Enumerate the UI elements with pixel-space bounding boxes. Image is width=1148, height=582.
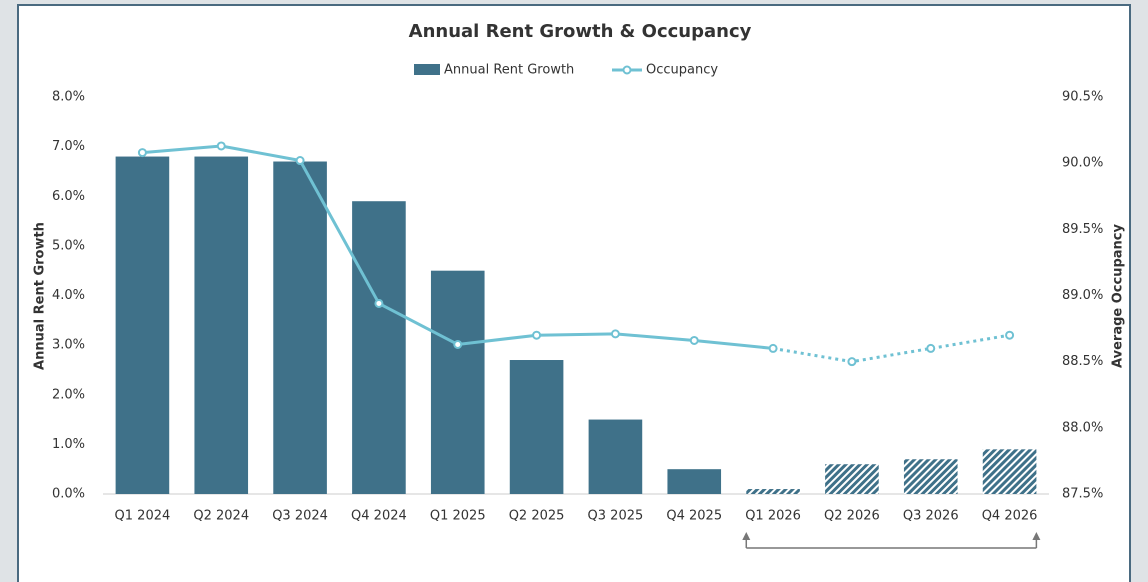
y2-tick-label: 88.0% xyxy=(1062,420,1103,435)
y2-tick-label: 89.5% xyxy=(1062,222,1103,237)
bar xyxy=(667,469,722,494)
marker xyxy=(926,343,936,353)
marker xyxy=(847,357,857,367)
bar xyxy=(194,156,249,495)
marker xyxy=(689,335,699,345)
y2-axis-title: Average Occupancy xyxy=(1111,223,1126,367)
bar xyxy=(746,489,800,494)
x-tick-label: Q2 2024 xyxy=(193,509,249,524)
x-tick-label: Q1 2025 xyxy=(430,509,486,524)
bar xyxy=(982,449,1037,494)
x-tick-label: Q4 2026 xyxy=(982,509,1038,524)
y2-tick-label: 89.0% xyxy=(1062,288,1103,303)
bar xyxy=(588,419,643,494)
y2-tick-label: 87.5% xyxy=(1062,487,1103,502)
chart-title: Annual Rent Growth & Occupancy xyxy=(409,21,752,42)
bar xyxy=(115,156,170,495)
marker xyxy=(768,343,778,353)
marker xyxy=(532,330,542,340)
legend-swatch xyxy=(414,64,440,75)
bar xyxy=(903,459,958,494)
marker xyxy=(374,298,384,308)
x-tick-label: Q2 2025 xyxy=(509,509,565,524)
legend-marker xyxy=(622,65,632,75)
bar xyxy=(825,464,879,494)
y-tick-label: 4.0% xyxy=(52,288,85,303)
y-tick-label: 8.0% xyxy=(52,90,85,105)
y-tick-label: 0.0% xyxy=(52,487,85,502)
bar xyxy=(509,360,564,494)
y-tick-label: 6.0% xyxy=(52,189,85,204)
y-tick-label: 2.0% xyxy=(52,387,85,402)
x-tick-label: Q3 2025 xyxy=(588,509,644,524)
marker xyxy=(610,329,620,339)
y-tick-label: 7.0% xyxy=(52,139,85,154)
x-tick-label: Q3 2024 xyxy=(272,509,328,524)
marker xyxy=(1005,330,1015,340)
y2-tick-label: 90.5% xyxy=(1062,90,1103,105)
marker xyxy=(453,339,463,349)
y-tick-label: 5.0% xyxy=(52,238,85,253)
x-tick-label: Q2 2026 xyxy=(824,509,880,524)
y-tick-label: 1.0% xyxy=(52,437,85,452)
bar xyxy=(273,161,327,494)
y2-tick-label: 88.5% xyxy=(1062,354,1103,369)
panel xyxy=(17,4,1131,582)
x-tick-label: Q1 2026 xyxy=(745,509,801,524)
y-tick-label: 3.0% xyxy=(52,338,85,353)
marker xyxy=(137,148,147,158)
x-tick-label: Q4 2025 xyxy=(666,509,722,524)
y-axis-title: Annual Rent Growth xyxy=(33,222,48,370)
x-tick-label: Q3 2026 xyxy=(903,509,959,524)
y2-tick-label: 90.0% xyxy=(1062,156,1103,171)
legend-label: Occupancy xyxy=(646,63,718,78)
x-tick-label: Q1 2024 xyxy=(115,509,171,524)
forecast-line xyxy=(772,333,1010,364)
x-tick-label: Q4 2024 xyxy=(351,509,407,524)
legend-label: Annual Rent Growth xyxy=(444,63,574,78)
bar xyxy=(352,201,406,494)
marker xyxy=(216,141,226,151)
marker xyxy=(295,156,305,166)
bar xyxy=(430,270,485,494)
